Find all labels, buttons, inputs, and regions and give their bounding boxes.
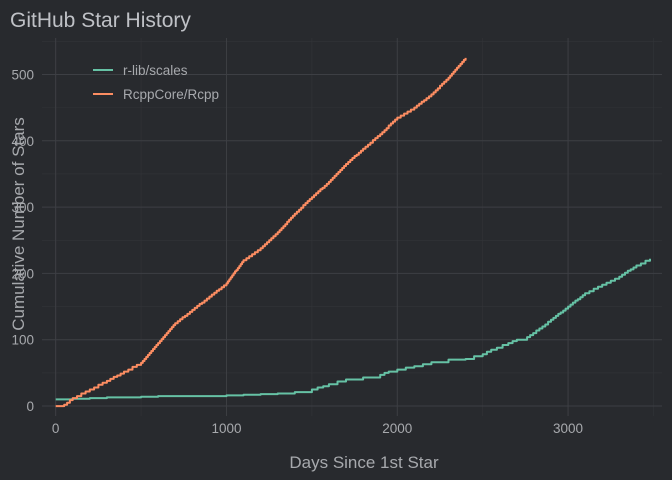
y-tick-label: 300	[11, 200, 34, 215]
x-tick-label: 3000	[553, 421, 583, 436]
legend-label-0: r-lib/scales	[123, 63, 188, 78]
y-tick-label: 0	[26, 399, 34, 414]
chart-title: GitHub Star History	[10, 9, 191, 32]
legend: r-lib/scales RcppCore/Rcpp	[93, 63, 219, 102]
series-line-1	[55, 57, 467, 408]
y-tick-label: 200	[11, 266, 34, 281]
y-tick-label: 500	[11, 67, 34, 82]
x-axis-title: Days Since 1st Star	[289, 453, 439, 472]
grid	[42, 38, 662, 416]
legend-label-1: RcppCore/Rcpp	[123, 87, 219, 102]
tick-labels: 0 1000 2000 3000 0 100 200 300 400 500	[11, 67, 583, 436]
series-lines	[55, 57, 651, 408]
x-tick-label: 0	[52, 421, 60, 436]
x-tick-label: 2000	[382, 421, 412, 436]
x-tick-label: 1000	[211, 421, 241, 436]
y-axis-title: Cumulative Number of Stars	[9, 117, 28, 331]
y-tick-label: 400	[11, 134, 34, 149]
series-line-0	[55, 258, 651, 401]
y-tick-label: 100	[11, 333, 34, 348]
